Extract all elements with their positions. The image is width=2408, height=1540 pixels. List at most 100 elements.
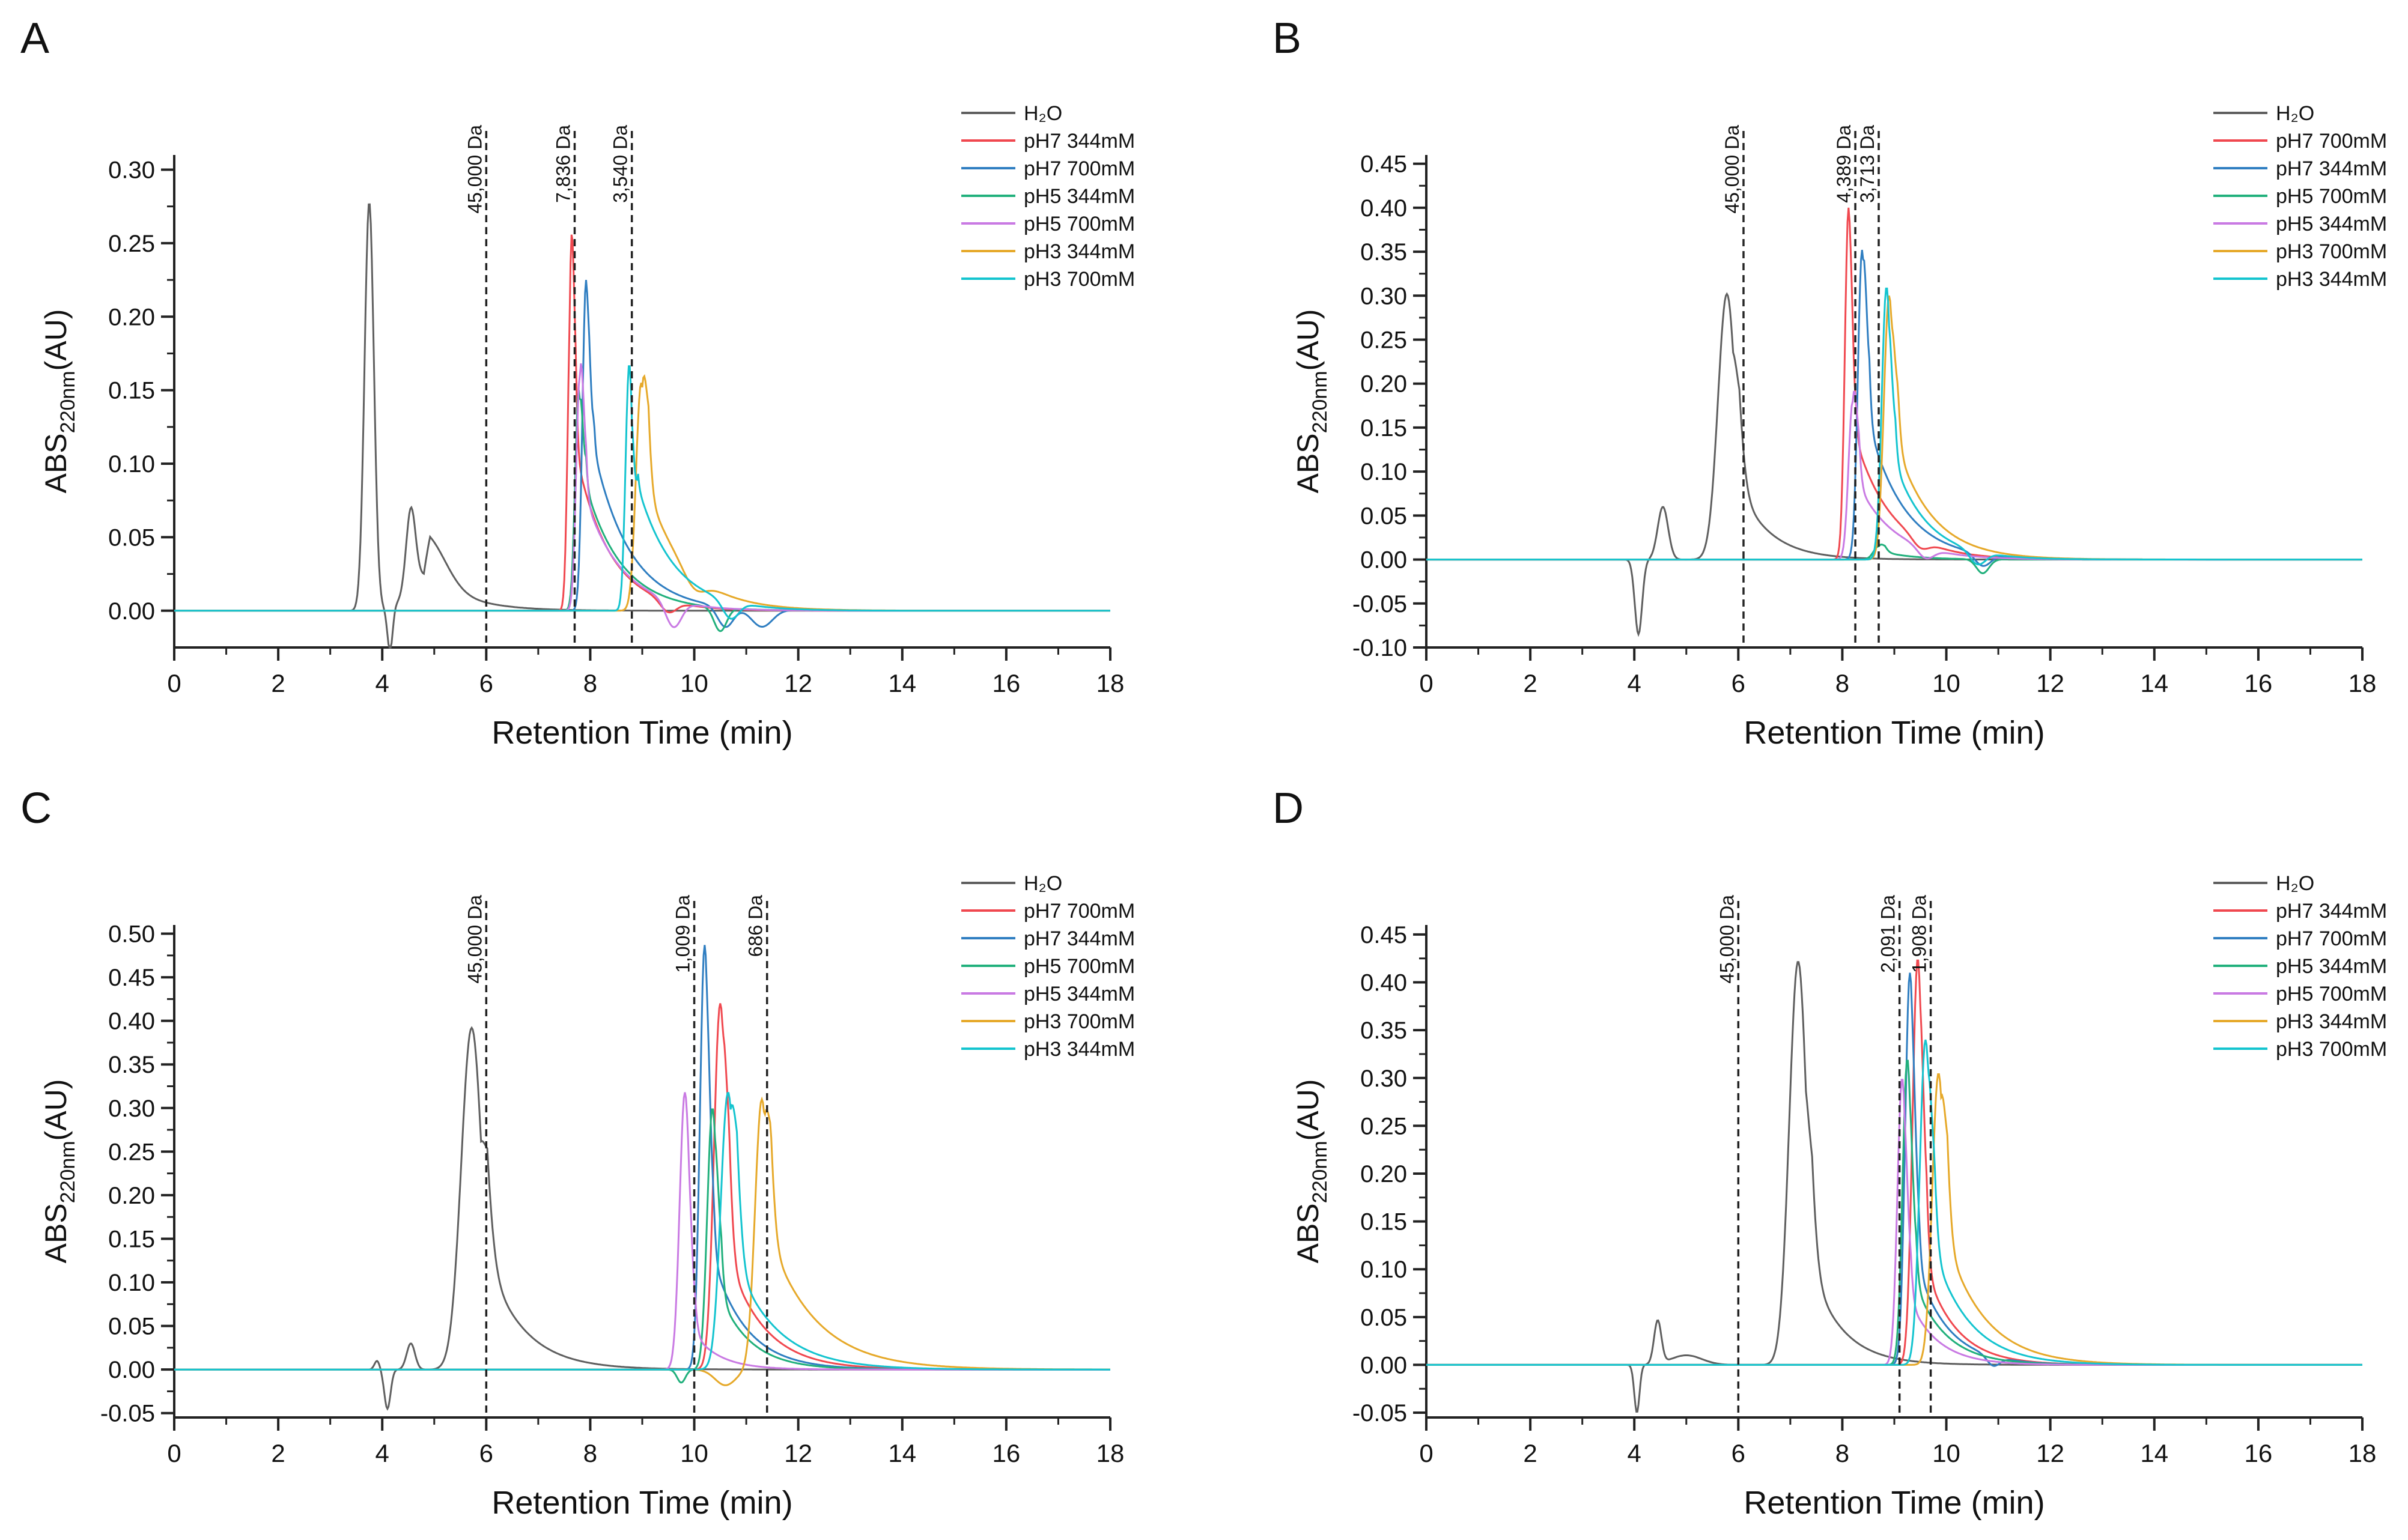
- x-axis-title: Retention Time (min): [1744, 1485, 2045, 1521]
- marker-label: 1,908 Da: [1909, 895, 1930, 973]
- y-tick-label: 0.05: [1360, 1305, 1407, 1331]
- x-tick-label: 10: [680, 669, 708, 697]
- y-tick-label: 0.10: [1360, 459, 1407, 485]
- x-tick-label: 8: [583, 669, 597, 697]
- y-tick-label: 0.30: [108, 157, 155, 183]
- legend-label: pH7 700mM: [1024, 157, 1135, 180]
- legend-label: pH7 344mM: [2276, 157, 2387, 180]
- y-tick-label: 0.45: [108, 965, 155, 991]
- legend-label: pH7 700mM: [2276, 130, 2387, 153]
- y-tick-label: 0.00: [1360, 547, 1407, 574]
- marker-label: 45,000 Da: [1716, 895, 1738, 984]
- y-axis-title: ABS220nm(AU): [39, 309, 79, 494]
- legend-label: pH5 700mM: [2276, 185, 2387, 208]
- series-line-5: [174, 1096, 1110, 1386]
- x-tick-label: 12: [2036, 669, 2064, 697]
- x-tick-label: 10: [1932, 669, 1960, 697]
- x-axis-title: Retention Time (min): [1744, 715, 2045, 751]
- marker-label: 45,000 Da: [464, 895, 485, 984]
- marker-label: 1,009 Da: [672, 895, 694, 973]
- series-line-5: [1426, 295, 2362, 561]
- x-tick-label: 12: [784, 1439, 812, 1467]
- x-tick-label: 16: [2245, 1439, 2273, 1467]
- x-tick-label: 18: [1096, 669, 1125, 697]
- marker-label: 3,713 Da: [1856, 125, 1878, 203]
- series-line-1: [1426, 207, 2362, 561]
- y-tick-label: 0.15: [1360, 1209, 1407, 1235]
- x-tick-label: 12: [2036, 1439, 2064, 1467]
- x-tick-label: 0: [167, 1439, 181, 1467]
- x-tick-label: 4: [1628, 1439, 1641, 1467]
- x-tick-label: 0: [1419, 1439, 1433, 1467]
- x-axis-title: Retention Time (min): [491, 1485, 792, 1521]
- y-tick-label: 0.35: [1360, 1017, 1407, 1044]
- panel-d: D 0 2 4 6 8 10 12 14 16 18 -0.05 0.00 0.05 0.10 0.15 0.2…: [1272, 784, 2387, 1521]
- series-line-5: [1426, 1073, 2362, 1366]
- legend-label: pH5 344mM: [1024, 185, 1135, 208]
- series-line-6: [1426, 1039, 2362, 1366]
- y-tick-label: 0.50: [108, 921, 155, 948]
- y-tick-label: 0.25: [1360, 327, 1407, 354]
- series-line-2: [174, 279, 1110, 628]
- y-tick-label: 0.00: [108, 598, 155, 625]
- legend-label: pH7 344mM: [1024, 130, 1135, 153]
- y-tick-label: 0.45: [1360, 151, 1407, 178]
- series-line-6: [174, 1092, 1110, 1371]
- legend-label: pH3 344mM: [2276, 1010, 2387, 1033]
- y-tick-label: 0.25: [108, 231, 155, 257]
- series-line-3: [174, 1108, 1110, 1384]
- panel-label: A: [20, 14, 49, 62]
- series-line-4: [174, 1092, 1110, 1371]
- legend-label: pH3 700mM: [1024, 1010, 1135, 1033]
- x-tick-label: 4: [1628, 669, 1641, 697]
- series-line-1: [174, 1003, 1110, 1371]
- marker-label: 2,091 Da: [1877, 895, 1899, 973]
- y-tick-label: 0.30: [1360, 283, 1407, 309]
- x-tick-label: 4: [375, 669, 389, 697]
- y-axis-title: ABS220nm(AU): [1291, 1079, 1331, 1264]
- series-line-5: [174, 374, 1110, 612]
- legend-label: pH7 700mM: [2276, 927, 2387, 950]
- x-axis-title: Retention Time (min): [491, 715, 792, 751]
- y-tick-label: 0.00: [1360, 1352, 1407, 1378]
- y-axis-title: ABS220nm(AU): [39, 1079, 79, 1264]
- y-tick-label: 0.15: [108, 378, 155, 404]
- legend-label: pH5 700mM: [1024, 955, 1135, 978]
- legend-label: pH3 344mM: [1024, 1038, 1135, 1061]
- y-tick-label: 0.10: [108, 1270, 155, 1296]
- legend-label: pH3 700mM: [1024, 268, 1135, 291]
- x-tick-label: 2: [1523, 1439, 1537, 1467]
- x-tick-label: 10: [1932, 1439, 1960, 1467]
- x-tick-label: 8: [583, 1439, 597, 1467]
- y-tick-label: 0.05: [108, 1314, 155, 1340]
- legend-label: pH3 700mM: [2276, 1038, 2387, 1061]
- marker-label: 4,389 Da: [1833, 125, 1855, 203]
- marker-label: 45,000 Da: [464, 125, 485, 214]
- x-tick-label: 2: [271, 669, 285, 697]
- panel-c: C 0 2 4 6 8 10 12 14 16 18 -0.05 0.00 0.05 0.10 0.15 0.2…: [20, 784, 1135, 1521]
- legend-label: pH3 344mM: [1024, 240, 1135, 263]
- y-tick-label: 0.40: [1360, 970, 1407, 996]
- y-tick-label: 0.40: [108, 1008, 155, 1035]
- legend-label: pH5 344mM: [1024, 983, 1135, 1005]
- x-tick-label: 6: [1732, 1439, 1745, 1467]
- y-tick-label: 0.10: [1360, 1257, 1407, 1283]
- x-tick-label: 2: [271, 1439, 285, 1467]
- series-line-0: [174, 1026, 1110, 1411]
- legend-label: H₂O: [2276, 872, 2314, 895]
- series-line-4: [1426, 1079, 2362, 1366]
- x-tick-label: 8: [1835, 669, 1849, 697]
- legend-label: pH7 700mM: [1024, 900, 1135, 923]
- y-tick-label: 0.30: [1360, 1066, 1407, 1092]
- y-tick-label: 0.20: [108, 304, 155, 330]
- x-tick-label: 16: [993, 1439, 1021, 1467]
- x-tick-label: 18: [2349, 1439, 2377, 1467]
- series-line-3: [174, 390, 1110, 632]
- legend-label: pH5 700mM: [1024, 213, 1135, 235]
- series-line-6: [174, 365, 1110, 620]
- series-line-2: [174, 945, 1110, 1371]
- marker-label: 7,836 Da: [552, 125, 574, 203]
- marker-label: 686 Da: [745, 895, 767, 957]
- panel-label: B: [1272, 14, 1301, 62]
